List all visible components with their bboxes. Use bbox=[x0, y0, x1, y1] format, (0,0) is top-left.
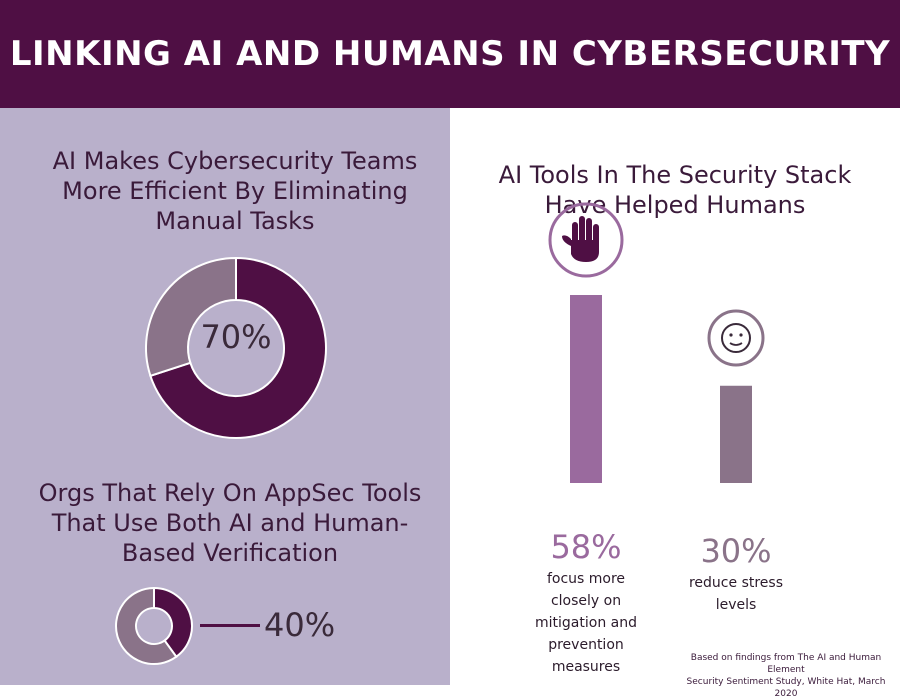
appsec-donut-chart bbox=[115, 586, 193, 665]
desc-line: focus more bbox=[546, 571, 626, 587]
source-note: Based on findings from The AI and Human … bbox=[686, 652, 886, 700]
page-title: LINKING AI AND HUMANS IN CYBERSECURITY bbox=[9, 34, 891, 74]
source-line: Security Sentiment Study, White Hat, Mar… bbox=[686, 677, 886, 699]
appsec-section-title: Orgs That Rely On AppSec Tools That Use … bbox=[10, 478, 450, 568]
donut-slice-primary bbox=[153, 586, 193, 659]
hand-icon bbox=[548, 202, 624, 278]
title-line: That Use Both AI and Human- bbox=[51, 509, 409, 537]
desc-line: prevention bbox=[548, 637, 624, 653]
desc-line: closely on bbox=[550, 593, 622, 609]
title-line: Have Helped Humans bbox=[544, 191, 806, 219]
desc-line: reduce stress bbox=[688, 575, 783, 591]
title-line: AI Tools In The Security Stack bbox=[498, 161, 852, 189]
security-stack-title: AI Tools In The Security Stack Have Help… bbox=[450, 160, 900, 220]
source-line: Based on findings from The AI and Human … bbox=[690, 653, 882, 675]
right-panel: AI Tools In The Security Stack Have Help… bbox=[450, 108, 900, 699]
desc-line: mitigation and bbox=[535, 615, 637, 631]
smiley-icon bbox=[707, 309, 765, 367]
title-line: Manual Tasks bbox=[155, 207, 315, 235]
bar-58-value: 58% bbox=[550, 528, 622, 566]
bar-58-percent bbox=[570, 295, 602, 483]
donut-slice-rest bbox=[115, 586, 178, 665]
bar-30-description: reduce stress levels bbox=[676, 572, 796, 616]
connector-line bbox=[200, 624, 260, 627]
title-line: Orgs That Rely On AppSec Tools bbox=[38, 479, 422, 507]
title-line: AI Makes Cybersecurity Teams bbox=[52, 147, 418, 175]
donut-slice-rest bbox=[145, 256, 237, 378]
efficiency-section-title: AI Makes Cybersecurity Teams More Effici… bbox=[20, 146, 450, 236]
title-line: More Efficient By Eliminating bbox=[62, 177, 408, 205]
appsec-donut-value: 40% bbox=[264, 606, 336, 644]
header-banner: LINKING AI AND HUMANS IN CYBERSECURITY bbox=[0, 0, 900, 108]
desc-line: measures bbox=[551, 659, 621, 675]
bar-58-description: focus more closely on mitigation and pre… bbox=[516, 568, 656, 678]
efficiency-donut-value: 70% bbox=[200, 318, 272, 356]
desc-line: levels bbox=[715, 597, 757, 613]
bar-30-percent bbox=[720, 385, 752, 483]
title-line: Based Verification bbox=[121, 539, 339, 567]
efficiency-donut-chart bbox=[145, 256, 327, 439]
bar-30-value: 30% bbox=[700, 532, 772, 570]
left-panel: AI Makes Cybersecurity Teams More Effici… bbox=[0, 108, 450, 685]
security-stack-bar-chart bbox=[548, 202, 765, 483]
donut-slice-primary bbox=[149, 256, 327, 439]
